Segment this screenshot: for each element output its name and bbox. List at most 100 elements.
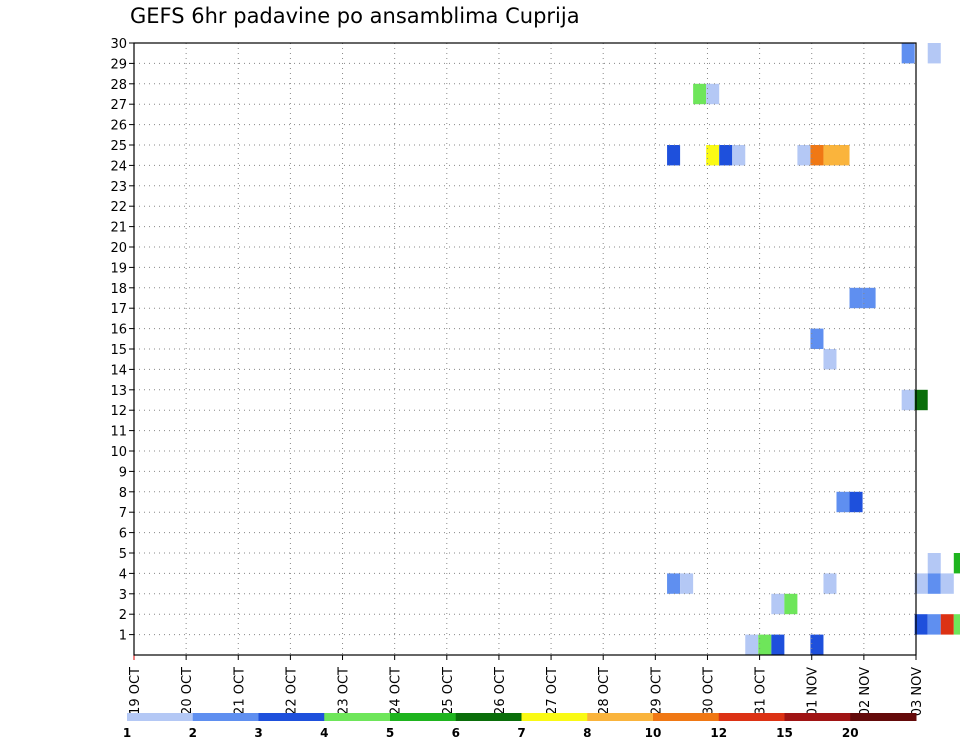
precip-cell [667,573,681,594]
y-tick-label: 14 [110,363,127,378]
precip-cell [849,287,863,309]
y-tick-label: 5 [119,547,127,562]
precip-cell [719,145,733,166]
colorbar-label: 6 [452,726,460,740]
precip-cell [810,328,824,349]
x-tick-label: 30 OCT [701,667,716,715]
y-tick-label: 13 [110,384,127,399]
colorbar-label: 1 [123,726,131,740]
y-tick-label: 2 [119,608,127,623]
x-tick-label: 24 OCT [389,667,404,715]
x-tick-label: 20 OCT [180,667,195,715]
x-tick-label: 03 NOV [910,667,925,716]
x-tick-label: 23 OCT [337,667,352,715]
precip-cell [927,614,941,635]
colorbar-label: 2 [189,726,197,740]
x-tick-label: 27 OCT [545,667,560,715]
y-tick-label: 23 [110,180,127,195]
precip-cell [927,573,941,594]
y-tick-label: 19 [110,261,127,276]
precip-cell [693,83,707,105]
precip-cell [927,43,941,64]
x-tick-label: 28 OCT [597,667,612,715]
x-tick-label: 29 OCT [649,667,664,715]
y-tick-label: 27 [110,98,127,113]
y-tick-label: 11 [110,425,127,440]
y-tick-label: 9 [119,465,127,480]
colorbar-swatch [192,713,259,721]
y-tick-label: 6 [119,527,127,542]
x-tick-label: 26 OCT [493,667,508,715]
precip-cell [927,553,941,574]
precip-cell [758,634,772,655]
colorbar-label: 15 [776,726,793,740]
colorbar-swatch [587,713,654,721]
precip-cell [745,634,759,655]
x-tick-label: 02 NOV [858,667,873,716]
precip-cell [914,614,928,635]
colorbar-swatch [324,713,391,721]
y-tick-label: 15 [110,343,127,358]
precip-cell [680,573,694,594]
x-tick-label: 22 OCT [284,667,299,715]
precip-cell [849,491,863,513]
y-tick-label: 10 [110,445,127,460]
y-tick-label: 16 [110,323,127,338]
precip-cell [706,83,720,105]
y-tick-label: 8 [119,486,127,501]
y-tick-label: 28 [110,78,127,93]
y-tick-label: 30 [110,37,127,52]
colorbar-swatch [390,713,457,721]
y-tick-label: 25 [110,139,127,154]
precip-cell [667,145,681,166]
colorbar-label: 4 [320,726,328,740]
y-tick-label: 3 [119,588,127,603]
y-tick-label: 26 [110,119,127,134]
precip-cell [797,145,811,166]
y-tick-label: 24 [110,159,127,174]
precip-cell [940,614,954,635]
colorbar-label: 7 [517,726,525,740]
precip-cell [823,349,837,370]
precip-cell [810,145,824,166]
precip-cell [836,145,850,166]
precip-cell [706,145,720,166]
x-tick-label: 31 OCT [754,667,769,715]
precip-cell [732,145,746,166]
precip-cell [771,593,785,615]
colorbar-label: 20 [842,726,859,740]
y-tick-label: 29 [110,57,127,72]
colorbar-swatch [653,713,720,721]
x-tick-label: 21 OCT [232,667,247,715]
y-tick-label: 7 [119,506,127,521]
x-tick-label: 01 NOV [806,667,821,716]
y-tick-label: 12 [110,404,127,419]
chart-title: GEFS 6hr padavine po ansamblima Cuprija [130,4,580,28]
y-tick-label: 1 [119,629,127,644]
precip-cell [823,573,837,594]
precip-cell [940,573,954,594]
y-tick-label: 20 [110,241,127,256]
y-tick-label: 22 [110,200,127,215]
precip-cell [862,287,876,309]
x-tick-label: 19 OCT [128,667,143,715]
precip-cell [810,634,824,655]
x-tick-label: 25 OCT [441,667,456,715]
colorbar-label: 10 [645,726,662,740]
y-tick-label: 4 [119,567,127,582]
precip-cell [771,634,785,655]
colorbar-swatch [258,713,325,721]
precip-cell [914,389,928,411]
precip-cell [901,43,915,64]
colorbar-label: 5 [386,726,394,740]
precip-cell [953,614,960,635]
colorbar-label: 8 [583,726,591,740]
precip-cell [953,553,960,574]
y-tick-label: 21 [110,221,127,236]
precip-cell [836,491,850,513]
y-tick-label: 17 [110,302,127,317]
precip-cell [784,593,798,615]
colorbar-label: 3 [254,726,262,740]
colorbar-swatch [521,713,588,721]
